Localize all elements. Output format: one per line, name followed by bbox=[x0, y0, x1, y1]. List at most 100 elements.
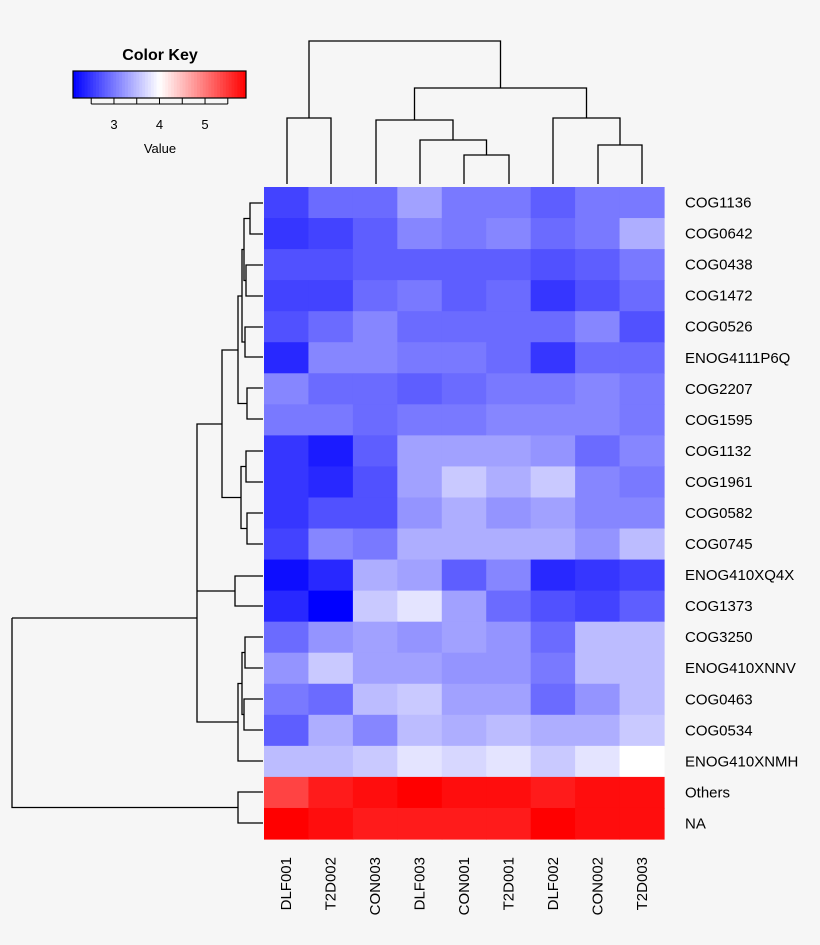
heatmap-cell bbox=[308, 528, 354, 561]
heatmap-cell bbox=[352, 621, 398, 654]
color-key-swatch bbox=[162, 71, 166, 98]
heatmap-cell bbox=[486, 497, 532, 530]
color-key-swatch bbox=[142, 71, 146, 98]
heatmap-cell bbox=[530, 187, 576, 219]
color-key-swatch bbox=[185, 71, 189, 98]
heatmap-cell bbox=[308, 497, 354, 530]
heatmap-cell bbox=[619, 342, 665, 374]
heatmap-cell bbox=[397, 683, 443, 716]
heatmap-cell bbox=[619, 497, 665, 530]
row-label: COG0642 bbox=[685, 226, 753, 243]
heatmap-cell bbox=[264, 373, 310, 405]
heatmap-cell bbox=[441, 807, 487, 840]
heatmap-cell bbox=[264, 621, 310, 654]
heatmap-cell bbox=[441, 187, 487, 219]
heatmap-cell bbox=[619, 249, 665, 281]
heatmap-cell bbox=[264, 404, 310, 436]
color-key-swatch bbox=[159, 71, 163, 98]
color-key-swatch bbox=[168, 71, 172, 98]
color-key-swatch bbox=[87, 71, 91, 98]
heatmap-cell bbox=[397, 497, 443, 530]
column-label: DLF001 bbox=[278, 857, 295, 910]
heatmap-cell bbox=[264, 187, 310, 219]
heatmap-cell bbox=[397, 404, 443, 436]
heatmap-cell bbox=[530, 807, 576, 840]
row-label: COG1961 bbox=[685, 474, 753, 491]
color-key-swatch bbox=[122, 71, 126, 98]
heatmap-cell bbox=[530, 404, 576, 436]
color-key-swatch bbox=[75, 71, 80, 98]
heatmap-cell bbox=[619, 559, 665, 592]
heatmap-cell bbox=[264, 249, 310, 281]
color-key-swatch bbox=[147, 71, 152, 98]
row-label: COG1472 bbox=[685, 288, 753, 305]
color-key-swatch bbox=[104, 71, 109, 98]
color-key-value-label: Value bbox=[144, 141, 176, 156]
heatmap-cell bbox=[352, 497, 398, 530]
heatmap-cell bbox=[352, 745, 398, 778]
heatmap-cell bbox=[352, 559, 398, 592]
heatmap-cell bbox=[619, 373, 665, 405]
color-key: Color Key 3 4 5 Value bbox=[72, 47, 247, 156]
row-label: COG0526 bbox=[685, 319, 753, 336]
heatmap-cell bbox=[352, 249, 398, 281]
heatmap-cell bbox=[530, 745, 576, 778]
heatmap-cell bbox=[352, 280, 398, 312]
heatmap-cell bbox=[441, 621, 487, 654]
heatmap-cell bbox=[397, 652, 443, 685]
row-label: NA bbox=[685, 815, 706, 832]
heatmap-cell bbox=[308, 404, 354, 436]
heatmap-cell bbox=[308, 776, 354, 809]
heatmap-cell bbox=[486, 249, 532, 281]
color-key-swatch bbox=[156, 71, 160, 98]
heatmap-cell bbox=[575, 776, 621, 809]
color-key-swatch bbox=[202, 71, 207, 98]
heatmap-cell bbox=[397, 590, 443, 623]
color-key-swatch bbox=[196, 71, 201, 98]
color-key-swatch bbox=[234, 71, 238, 98]
heatmap-cell bbox=[397, 311, 443, 343]
heatmap-cell bbox=[575, 652, 621, 685]
heatmap-cell bbox=[308, 807, 354, 840]
heatmap-cell bbox=[352, 435, 398, 468]
row-label: ENOG4111P6Q bbox=[685, 350, 790, 367]
heatmap-cell bbox=[308, 249, 354, 281]
color-key-swatch bbox=[98, 71, 103, 98]
row-label: COG0438 bbox=[685, 257, 753, 274]
heatmap-cell bbox=[530, 683, 576, 716]
heatmap-cell bbox=[264, 559, 310, 592]
column-label: CON003 bbox=[367, 857, 384, 915]
heatmap-cell bbox=[530, 373, 576, 405]
heatmap-cell bbox=[352, 652, 398, 685]
color-key-swatch bbox=[101, 71, 106, 98]
heatmap-cell bbox=[619, 807, 665, 840]
heatmap-cell bbox=[441, 683, 487, 716]
heatmap-cell bbox=[308, 435, 354, 468]
heatmap-cell bbox=[486, 187, 532, 219]
heatmap-cell bbox=[352, 187, 398, 219]
heatmap-cell bbox=[397, 559, 443, 592]
color-key-swatch bbox=[211, 71, 215, 98]
heatmap-cell bbox=[530, 776, 576, 809]
heatmap-cell bbox=[441, 404, 487, 436]
heatmap-cell bbox=[530, 218, 576, 250]
color-key-swatch bbox=[150, 71, 155, 98]
heatmap-cell bbox=[397, 280, 443, 312]
heatmap-cell bbox=[575, 435, 621, 468]
heatmap-cell bbox=[397, 776, 443, 809]
heatmap-cell bbox=[619, 218, 665, 250]
heatmap-cell bbox=[619, 280, 665, 312]
heatmap-cell bbox=[352, 776, 398, 809]
heatmap-cell bbox=[308, 559, 354, 592]
heatmap-cell bbox=[264, 497, 310, 530]
heatmap-cell bbox=[397, 373, 443, 405]
color-key-swatch bbox=[124, 71, 129, 98]
heatmap-cell bbox=[619, 621, 665, 654]
color-key-swatch bbox=[191, 71, 195, 98]
heatmap-cell bbox=[486, 776, 532, 809]
heatmap-cell bbox=[441, 776, 487, 809]
color-key-swatch bbox=[179, 71, 184, 98]
row-label: COG2207 bbox=[685, 381, 753, 398]
heatmap-cell bbox=[264, 590, 310, 623]
row-dendrogram bbox=[11, 202, 263, 824]
